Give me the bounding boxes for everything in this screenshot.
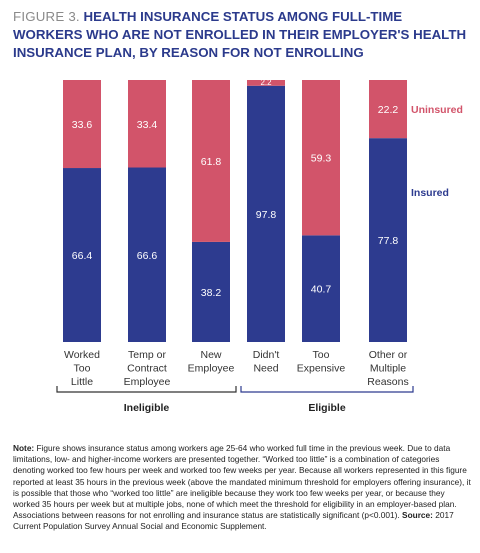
bar-insured [128, 167, 166, 342]
data-label-insured: 40.7 [311, 284, 332, 296]
bar-insured [369, 138, 407, 342]
data-label-uninsured: 61.8 [201, 156, 222, 168]
category-label: Contract [127, 363, 167, 375]
data-label-uninsured: 59.3 [311, 153, 332, 165]
bar-uninsured [369, 80, 407, 139]
data-label-uninsured: 22.2 [378, 104, 399, 116]
bar-uninsured [192, 80, 230, 242]
bar-insured [63, 168, 101, 342]
category-label: Too [313, 349, 330, 361]
bar-insured [302, 235, 340, 342]
bar-insured [192, 241, 230, 342]
bar-uninsured [63, 80, 101, 169]
category-label: Little [71, 376, 93, 388]
data-label-uninsured: 33.6 [72, 119, 93, 131]
category-label: Temp or [128, 349, 166, 361]
legend-uninsured: Uninsured [411, 104, 463, 116]
group-label: Eligible [308, 402, 346, 414]
note-text: Figure shows insurance status among work… [13, 443, 471, 521]
group-label: Ineligible [124, 402, 170, 414]
chart-title: FIGURE 3. HEALTH INSURANCE STATUS AMONG … [13, 8, 473, 62]
category-label: Expensive [297, 363, 346, 375]
category-label: Multiple [370, 363, 406, 375]
group-bracket [56, 386, 237, 393]
category-label: Need [253, 363, 278, 375]
data-label-insured: 66.6 [137, 250, 158, 262]
data-label-insured: 77.8 [378, 235, 399, 247]
data-label-insured: 38.2 [201, 287, 222, 299]
group-bracket [240, 386, 414, 393]
source-label: Source: [402, 510, 433, 521]
bar-uninsured [247, 80, 285, 86]
data-label-insured: 97.8 [256, 209, 277, 221]
source-text: 2017 Current Population Survey Annual So… [13, 510, 454, 532]
category-label: Reasons [367, 376, 408, 388]
figure-label: FIGURE 3. [13, 9, 80, 24]
category-label: Employee [124, 376, 171, 388]
bar-uninsured [302, 80, 340, 236]
data-label-uninsured: 2.2 [260, 78, 272, 87]
data-label-insured: 66.4 [72, 250, 93, 262]
category-label: Employee [188, 363, 235, 375]
bar-insured [247, 85, 285, 342]
bar-uninsured [128, 80, 166, 168]
category-label: Other or [369, 349, 408, 361]
chart-note: Note: Figure shows insurance status amon… [13, 443, 471, 533]
legend-insured: Insured [411, 187, 449, 199]
category-label: New [200, 349, 221, 361]
note-label: Note: [13, 443, 35, 453]
figure-title: HEALTH INSURANCE STATUS AMONG FULL-TIME … [13, 9, 467, 60]
data-label-uninsured: 33.4 [137, 119, 158, 131]
category-label: Didn't [253, 349, 280, 361]
category-label: Worked [64, 349, 100, 361]
category-label: Too [74, 363, 91, 375]
